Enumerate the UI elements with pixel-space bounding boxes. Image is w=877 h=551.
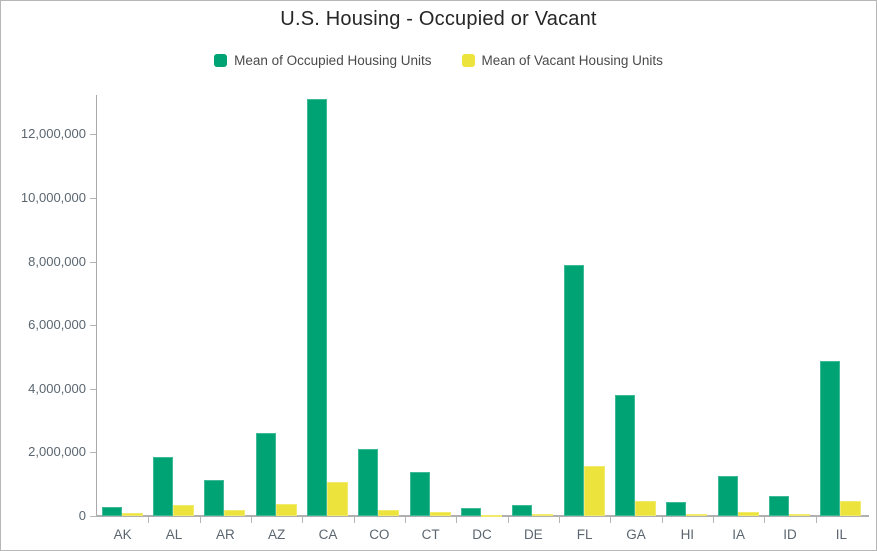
bar-vacant-GA[interactable] [635, 500, 656, 516]
bar-vacant-DE[interactable] [532, 514, 554, 517]
bar-vacant-IA[interactable] [737, 511, 759, 516]
y-axis-label: 2,000,000 [28, 444, 86, 460]
bar-vacant-CA[interactable] [327, 481, 348, 516]
bar-vacant-CT[interactable] [429, 512, 451, 516]
bar-vacant-DC[interactable] [481, 515, 502, 518]
x-axis-label-CT: CT [421, 527, 440, 542]
bar-vacant-IL[interactable] [840, 501, 862, 516]
x-axis-tick [507, 517, 509, 523]
bar-occupied-AZ[interactable] [255, 433, 276, 516]
legend-item-vacant[interactable]: Mean of Vacant Housing Units [461, 53, 663, 68]
x-axis-label-IL: IL [835, 527, 847, 542]
legend-label-vacant: Mean of Vacant Housing Units [481, 53, 663, 68]
x-axis-label-IA: IA [732, 527, 746, 542]
y-axis-line [96, 95, 97, 517]
x-axis-label-CA: CA [318, 527, 338, 542]
y-axis-label: 10,000,000 [20, 190, 86, 205]
y-axis-tick [90, 389, 96, 390]
x-axis-label-ID: ID [783, 527, 797, 542]
x-axis-tick [148, 517, 150, 523]
y-axis-label: 0 [78, 508, 86, 523]
bar-occupied-IA[interactable] [717, 475, 738, 516]
legend: Mean of Occupied Housing Units Mean of V… [1, 53, 876, 68]
y-axis-tick [90, 134, 96, 135]
y-axis-tick [90, 325, 96, 326]
y-axis-tick [90, 262, 96, 263]
x-axis-label-FL: FL [576, 527, 593, 542]
bar-vacant-AK[interactable] [121, 513, 143, 516]
x-axis-tick [661, 517, 663, 523]
bar-vacant-FL[interactable] [583, 465, 605, 516]
bar-vacant-ID[interactable] [789, 513, 810, 516]
x-axis-label-CO: CO [369, 527, 390, 542]
bar-occupied-CO[interactable] [358, 448, 379, 516]
bar-occupied-DC[interactable] [461, 508, 481, 516]
chart-title: U.S. Housing - Occupied or Vacant [280, 8, 597, 30]
x-axis-tick [405, 517, 406, 523]
legend-swatch-vacant-icon [461, 54, 475, 67]
bar-occupied-AL[interactable] [153, 456, 173, 516]
bar-occupied-GA[interactable] [615, 394, 635, 516]
legend-swatch-occupied-icon [214, 54, 228, 67]
y-axis-label: 8,000,000 [28, 253, 86, 269]
bar-occupied-IL[interactable] [820, 361, 841, 516]
x-axis-tick [251, 517, 252, 523]
bar-vacant-HI[interactable] [686, 514, 708, 517]
bar-occupied-AR[interactable] [204, 479, 225, 516]
x-axis-tick [815, 517, 817, 523]
x-axis-tick [456, 517, 458, 523]
y-axis-tick [90, 516, 96, 517]
legend-item-occupied[interactable]: Mean of Occupied Housing Units [214, 53, 432, 68]
bar-occupied-CA[interactable] [307, 99, 327, 516]
y-axis-label: 12,000,000 [20, 126, 86, 142]
x-axis-tick [199, 517, 201, 523]
x-axis-tick [302, 517, 304, 523]
bar-vacant-AZ[interactable] [275, 504, 297, 516]
bar-vacant-AR[interactable] [224, 510, 246, 516]
x-axis-tick [610, 517, 612, 523]
bar-occupied-DE[interactable] [512, 504, 533, 516]
bar-occupied-ID[interactable] [769, 495, 789, 516]
bar-occupied-AK[interactable] [101, 507, 122, 516]
x-axis-tick [559, 517, 560, 523]
legend-label-occupied: Mean of Occupied Housing Units [234, 53, 432, 68]
x-axis-label-DE: DE [523, 527, 543, 542]
x-axis-tick [713, 517, 714, 523]
x-axis-label-AZ: AZ [268, 527, 286, 542]
bar-vacant-AL[interactable] [173, 504, 194, 516]
x-axis-tick [353, 517, 355, 523]
x-axis-label-AL: AL [165, 527, 183, 542]
bar-occupied-CT[interactable] [409, 472, 430, 516]
bar-occupied-FL[interactable] [563, 264, 584, 516]
y-axis-tick [90, 198, 96, 199]
y-axis-label: 6,000,000 [28, 317, 86, 333]
x-axis-label-AR: AR [215, 527, 235, 542]
x-axis-label-AK: AK [113, 527, 132, 542]
x-axis-tick [764, 517, 766, 523]
x-axis-label-HI: HI [680, 527, 695, 542]
y-axis-tick [90, 452, 96, 453]
bar-occupied-HI[interactable] [666, 501, 687, 516]
bar-vacant-CO[interactable] [378, 509, 400, 516]
y-axis-label: 4,000,000 [28, 380, 86, 396]
x-axis-label-DC: DC [472, 527, 492, 542]
x-axis-label-GA: GA [626, 527, 646, 542]
